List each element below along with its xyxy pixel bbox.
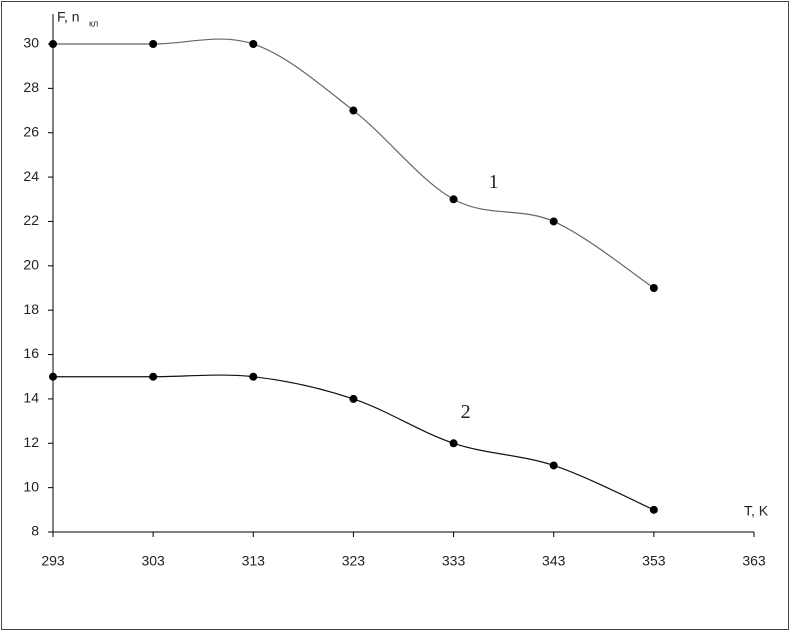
x-axis-label: T, K <box>744 503 769 519</box>
data-point <box>449 439 458 448</box>
x-tick-label: 293 <box>41 553 65 569</box>
y-tick-label: 12 <box>23 434 39 450</box>
data-point <box>649 505 658 514</box>
data-point <box>549 461 558 470</box>
data-point <box>649 284 658 292</box>
y-tick-label: 14 <box>23 390 39 406</box>
series-line <box>52 38 655 289</box>
data-point <box>449 195 458 204</box>
data-point <box>49 40 57 48</box>
series-label: 1 <box>489 171 499 193</box>
data-point <box>149 372 158 381</box>
data-point <box>349 106 358 115</box>
y-tick-label: 26 <box>23 123 39 139</box>
y-tick-label: 10 <box>23 478 39 494</box>
y-tick-label: 30 <box>23 35 39 51</box>
x-tick-label: 303 <box>141 553 165 569</box>
y-tick-label: 20 <box>23 257 39 273</box>
y-tick-label: 22 <box>23 212 39 228</box>
x-tick-label: 353 <box>642 553 666 569</box>
series-label: 2 <box>461 401 471 423</box>
data-point <box>549 217 558 226</box>
y-axis-label: F, n <box>57 9 80 25</box>
x-tick-label: 343 <box>542 553 566 569</box>
x-tick-label: 323 <box>342 553 366 569</box>
data-point <box>149 40 158 48</box>
data-point <box>49 372 57 381</box>
data-point <box>249 40 258 48</box>
data-point <box>349 394 358 403</box>
y-tick-label: 24 <box>23 168 39 184</box>
x-tick-label: 313 <box>242 553 266 569</box>
y-tick-label: 8 <box>31 523 39 539</box>
x-tick-label: 333 <box>442 553 466 569</box>
y-axis-label-subscript: кл <box>89 18 98 28</box>
y-tick-label: 28 <box>23 79 39 95</box>
data-point <box>249 372 258 381</box>
y-tick-label: 18 <box>23 301 39 317</box>
x-tick-label: 363 <box>742 553 766 569</box>
y-tick-label: 16 <box>23 345 39 361</box>
